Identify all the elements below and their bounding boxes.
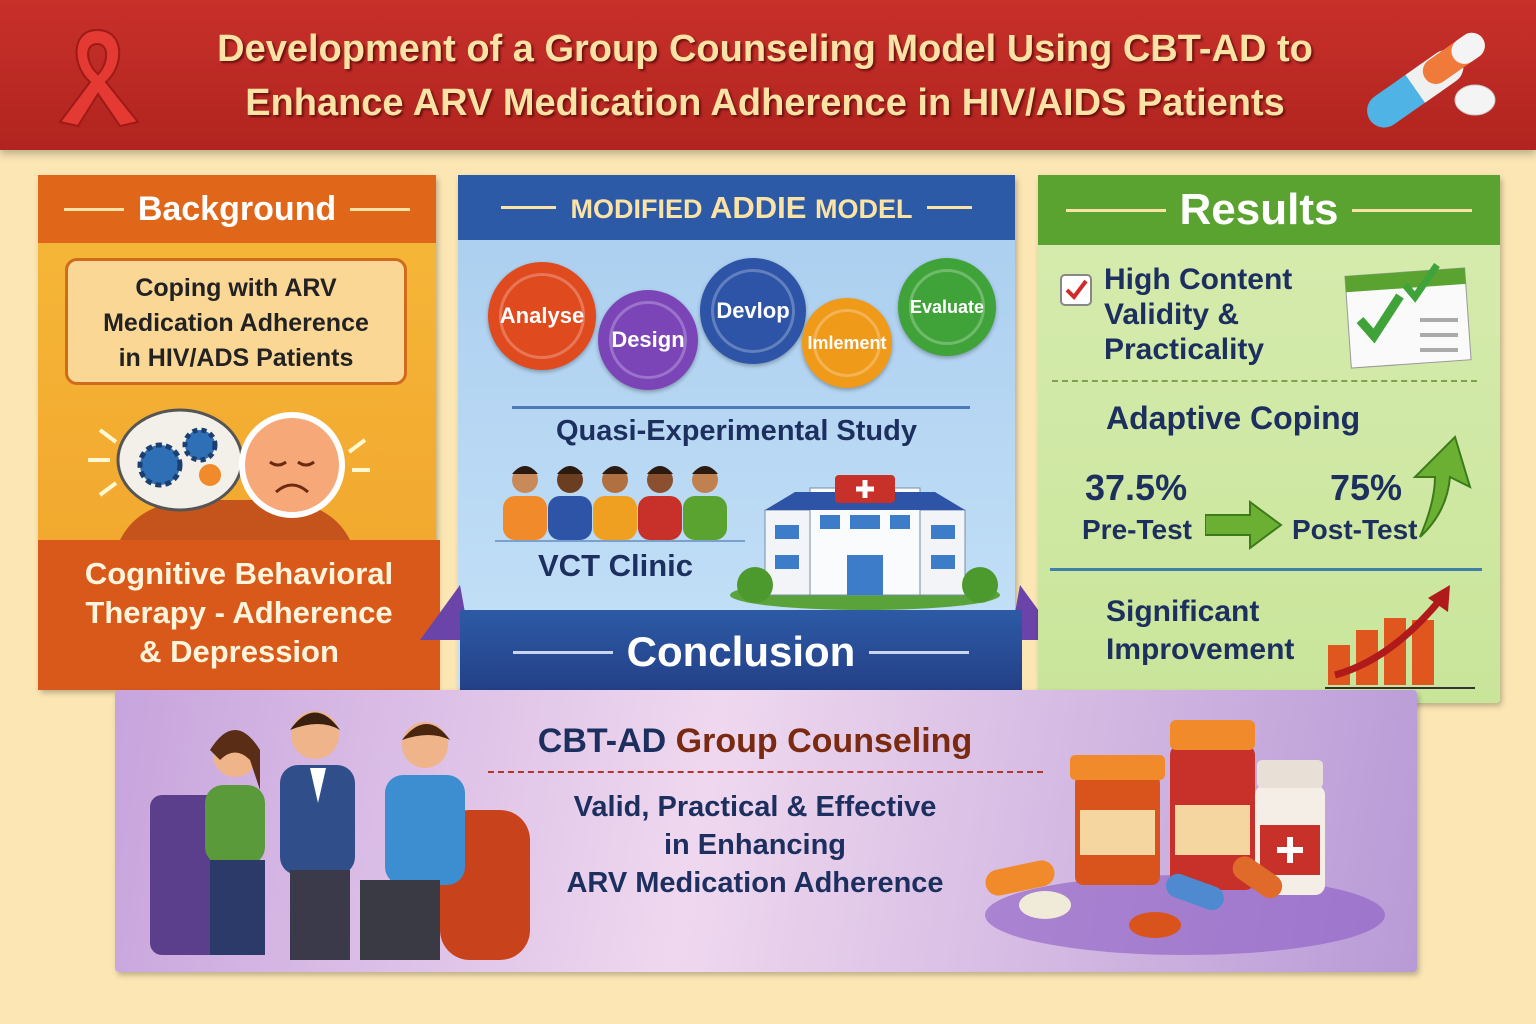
title-banner xyxy=(0,0,1536,150)
pre-test-value: 37.5% xyxy=(1085,467,1188,508)
background-heading: Background xyxy=(137,189,337,228)
divider xyxy=(1052,380,1477,382)
coping-line-3: in HIV/ADS Patients xyxy=(118,344,354,372)
gear-evaluate: Evaluate xyxy=(898,258,996,356)
coping-line-2: Medication Adherence xyxy=(103,309,369,337)
study-design: Quasi-Experimental Study xyxy=(556,415,917,447)
divider xyxy=(495,540,745,542)
cbt-ad-title-part2: Group Counseling xyxy=(675,722,973,760)
cbt-ad-title-part1: CBT-AD xyxy=(537,722,667,760)
gear-devlop: Devlop xyxy=(700,258,806,364)
pre-test-label: Pre-Test xyxy=(1082,514,1192,545)
gear-design: Design xyxy=(598,290,698,390)
divider xyxy=(1050,568,1482,571)
post-test-value: 75% xyxy=(1330,467,1403,508)
validity-line-2: Validity & xyxy=(1104,298,1240,331)
gear-label: Design xyxy=(611,327,685,352)
gear-imlement: Imlement xyxy=(802,298,892,388)
conclusion-heading: Conclusion xyxy=(626,628,856,675)
gear-label: Evaluate xyxy=(909,296,985,317)
medicine-bottles-icon xyxy=(985,720,1385,955)
participant xyxy=(548,466,592,540)
clinic-building-icon xyxy=(730,475,1000,610)
post-test-label: Post-Test xyxy=(1292,514,1418,545)
checklist-icon xyxy=(1344,263,1472,369)
validity-line-3: Practicality xyxy=(1104,333,1265,366)
participants-icon xyxy=(503,466,727,540)
cbt-line-2: Therapy - Adherence xyxy=(85,595,393,630)
cbt-line-3: & Depression xyxy=(139,634,339,669)
page-title: Development of a Group Counseling Model … xyxy=(130,22,1400,130)
validity-line-1: High Content xyxy=(1104,263,1293,296)
conclusion-statement: Valid, Practical & Effective in Enhancin… xyxy=(500,788,1010,902)
clinic-label: VCT Clinic xyxy=(538,548,694,583)
addie-heading-prefix: MODIFIED xyxy=(570,193,703,224)
participant xyxy=(683,466,727,540)
results-heading: Results xyxy=(1179,185,1339,234)
conclusion-line-1: Valid, Practical & Effective xyxy=(573,791,937,823)
cbt-ad-title: CBT-AD Group Counseling xyxy=(520,722,990,761)
arrow-right-icon xyxy=(1205,500,1283,550)
title-line-2: Enhance ARV Medication Adherence in HIV/… xyxy=(245,82,1285,124)
arrow-up-icon xyxy=(1412,435,1472,538)
validity-text: High Content Validity & Practicality xyxy=(1104,262,1292,367)
improvement-text: Significant Improvement xyxy=(1106,593,1294,669)
gear-label: Devlop xyxy=(716,298,790,323)
improvement-line-1: Significant xyxy=(1106,595,1260,628)
gear-analyse: Analyse xyxy=(488,262,596,370)
participant xyxy=(638,466,682,540)
addie-heading-main: ADDIE xyxy=(709,189,807,225)
divider xyxy=(512,406,970,409)
title-line-1: Development of a Group Counseling Model … xyxy=(217,28,1313,70)
improvement-line-2: Improvement xyxy=(1106,633,1295,666)
adaptive-coping-title: Adaptive Coping xyxy=(1106,400,1361,436)
awareness-ribbon-icon xyxy=(58,28,140,128)
cbt-box: Cognitive Behavioral Therapy - Adherence… xyxy=(38,540,440,690)
results-header: Results xyxy=(1038,175,1500,245)
background-header: Background xyxy=(38,175,436,243)
conclusion-banner: Conclusion xyxy=(460,610,1022,694)
addie-header: MODIFIED ADDIE MODEL xyxy=(458,175,1015,240)
addie-heading-suffix: MODEL xyxy=(815,193,913,224)
conclusion-line-3: ARV Medication Adherence xyxy=(566,867,944,899)
coping-box: Coping with ARV Medication Adherence in … xyxy=(65,258,407,385)
cbt-line-1: Cognitive Behavioral xyxy=(84,556,394,591)
group-counseling-illustration xyxy=(150,711,530,960)
coping-line-1: Coping with ARV xyxy=(135,274,337,302)
gear-label: Analyse xyxy=(499,303,585,328)
checkbox-checked-icon xyxy=(1060,274,1092,306)
addie-gears: Analyse Design Devlop Imlement Evaluate xyxy=(480,250,1000,400)
divider xyxy=(488,771,1043,773)
gear-label: Imlement xyxy=(807,332,887,353)
growth-chart-icon xyxy=(1325,585,1475,689)
participant xyxy=(593,466,637,540)
pills-icon xyxy=(1367,32,1496,128)
conclusion-line-2: in Enhancing xyxy=(663,829,847,861)
brain-gears-and-sad-face-icon xyxy=(88,408,370,540)
participant xyxy=(503,466,547,540)
